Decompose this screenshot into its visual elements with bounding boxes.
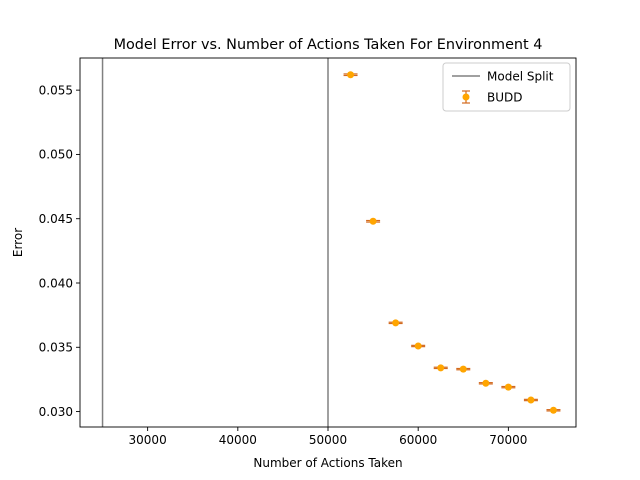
data-point: [546, 406, 561, 414]
model-split-lines: [101, 58, 329, 427]
legend-box: [442, 62, 571, 112]
x-tick-label: 70000: [489, 433, 527, 447]
y-tick-label: 0.040: [39, 276, 73, 290]
y-tick-label: 0.050: [39, 148, 73, 162]
data-point: [433, 364, 448, 372]
y-tick-label: 0.055: [39, 83, 73, 97]
data-point: [478, 379, 493, 387]
data-point: [523, 396, 538, 404]
chart-title: Model Error vs. Number of Actions Taken …: [114, 37, 543, 53]
legend-label-budd: BUDD: [487, 91, 523, 105]
x-axis-label: Number of Actions Taken: [253, 456, 402, 470]
data-point: [388, 319, 403, 327]
legend-marker-icon: [462, 90, 470, 104]
legend-label-model-split: Model Split: [487, 70, 554, 84]
x-tick-label: 60000: [399, 433, 437, 447]
x-tick-label: 50000: [309, 433, 347, 447]
y-tick-label: 0.045: [39, 212, 73, 226]
plot-area: [79, 57, 577, 428]
y-axis-label: Error: [11, 228, 25, 257]
data-point: [366, 217, 381, 225]
data-point: [343, 71, 358, 79]
y-axis: 0.030 0.035 0.040 0.045 0.050 0.055: [39, 83, 80, 419]
x-tick-label: 40000: [219, 433, 257, 447]
y-tick-label: 0.030: [39, 405, 73, 419]
budd-series: [343, 71, 561, 414]
legend: Model Split BUDD: [442, 62, 571, 112]
data-point: [501, 383, 516, 391]
data-point: [411, 342, 426, 350]
x-tick-label: 30000: [129, 433, 167, 447]
x-axis: 30000 40000 50000 60000 70000: [129, 427, 527, 447]
data-point: [456, 365, 471, 373]
y-tick-label: 0.035: [39, 341, 73, 355]
